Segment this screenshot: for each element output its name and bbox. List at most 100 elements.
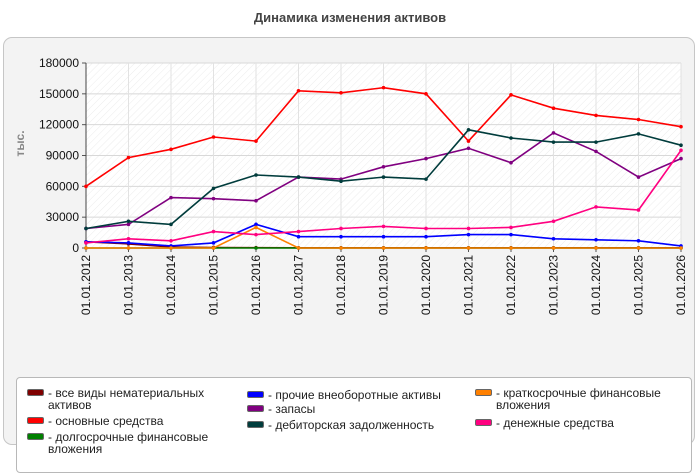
chart-panel: 0 30000 60000 90000 120000 150000 180000 01.01.… bbox=[3, 37, 695, 473]
data-point-1 bbox=[254, 139, 258, 143]
legend-swatch bbox=[27, 389, 44, 396]
data-point-6 bbox=[509, 246, 513, 250]
legend-label: - прочие внеоборотные активы bbox=[268, 388, 441, 402]
data-point-6 bbox=[636, 246, 641, 250]
data-point-6 bbox=[169, 246, 173, 250]
data-point-7 bbox=[509, 225, 513, 230]
data-point-1 bbox=[84, 184, 88, 189]
legend-label: - все виды нематериальных активов bbox=[48, 386, 205, 412]
data-point-5 bbox=[594, 140, 598, 144]
data-point-1 bbox=[211, 135, 216, 139]
x-tick-label: 01.01.2017 bbox=[292, 255, 306, 315]
legend-swatch bbox=[247, 421, 264, 428]
data-point-5 bbox=[211, 186, 216, 191]
data-point-3 bbox=[551, 236, 556, 241]
data-point-7 bbox=[254, 232, 258, 237]
data-point-1 bbox=[296, 88, 301, 93]
data-point-1 bbox=[636, 117, 641, 122]
data-point-7 bbox=[296, 229, 301, 234]
data-point-7 bbox=[381, 224, 386, 229]
data-point-4 bbox=[551, 131, 556, 135]
data-point-3 bbox=[296, 234, 301, 239]
data-point-3 bbox=[126, 241, 131, 245]
data-point-6 bbox=[126, 246, 131, 250]
x-tick-label: 01.01.2023 bbox=[547, 255, 561, 315]
chart-title: Динамика изменения активов bbox=[253, 10, 447, 25]
data-point-7 bbox=[169, 239, 173, 243]
data-point-5 bbox=[551, 140, 556, 144]
y-tick-label: 90000 bbox=[46, 149, 80, 163]
x-tick-label: 01.01.2025 bbox=[632, 255, 646, 315]
data-point-5 bbox=[381, 175, 386, 179]
data-point-6 bbox=[211, 246, 216, 250]
data-point-1 bbox=[551, 106, 556, 111]
data-point-4 bbox=[679, 156, 683, 161]
data-point-6 bbox=[339, 246, 343, 250]
data-point-6 bbox=[84, 246, 88, 250]
y-tick-label: 150000 bbox=[39, 87, 79, 101]
x-tick-label: 01.01.2024 bbox=[589, 255, 603, 315]
legend-swatch bbox=[27, 417, 44, 424]
legend-label: - денежные средства bbox=[496, 416, 614, 430]
data-point-2 bbox=[254, 246, 258, 250]
data-point-7 bbox=[636, 208, 641, 212]
data-point-5 bbox=[254, 173, 258, 177]
data-point-3 bbox=[509, 232, 513, 237]
data-point-4 bbox=[424, 156, 428, 161]
data-point-7 bbox=[126, 236, 131, 241]
data-point-3 bbox=[254, 222, 258, 227]
data-point-5 bbox=[509, 136, 513, 140]
data-point-4 bbox=[126, 222, 131, 227]
data-point-3 bbox=[636, 239, 641, 243]
data-point-1 bbox=[381, 85, 386, 90]
data-point-1 bbox=[594, 113, 598, 118]
data-point-6 bbox=[424, 246, 428, 250]
data-point-3 bbox=[211, 241, 216, 245]
data-point-5 bbox=[84, 226, 88, 231]
data-point-1 bbox=[126, 155, 131, 160]
data-point-6 bbox=[296, 246, 301, 250]
data-point-7 bbox=[466, 226, 471, 231]
data-point-6 bbox=[551, 246, 556, 250]
data-point-1 bbox=[169, 147, 173, 152]
data-point-7 bbox=[339, 226, 343, 231]
legend-label: - основные средства bbox=[48, 414, 164, 428]
data-point-6 bbox=[254, 225, 258, 230]
data-point-1 bbox=[679, 124, 683, 129]
data-point-7 bbox=[594, 205, 598, 209]
data-point-1 bbox=[466, 139, 471, 143]
data-point-7 bbox=[424, 226, 428, 231]
data-point-3 bbox=[466, 232, 471, 237]
data-point-3 bbox=[424, 234, 428, 239]
x-tick-label: 01.01.2020 bbox=[419, 255, 433, 315]
data-point-4 bbox=[254, 198, 258, 203]
data-point-5 bbox=[636, 132, 641, 136]
data-point-1 bbox=[339, 91, 343, 95]
legend-label: - долгосрочные финансовые вложения bbox=[48, 430, 209, 456]
x-tick-label: 01.01.2012 bbox=[79, 255, 93, 315]
x-tick-label: 01.01.2026 bbox=[674, 255, 688, 315]
legend: - все виды нематериальных активов - осно… bbox=[16, 377, 692, 473]
x-tick-label: 01.01.2018 bbox=[334, 255, 348, 315]
data-point-4 bbox=[466, 146, 471, 151]
data-point-5 bbox=[126, 219, 131, 224]
x-tick-label: 01.01.2016 bbox=[249, 255, 263, 315]
data-point-4 bbox=[381, 165, 386, 169]
y-tick-label: 180000 bbox=[39, 56, 79, 70]
y-tick-label: 30000 bbox=[46, 210, 80, 224]
x-tick-label: 01.01.2014 bbox=[164, 255, 178, 315]
x-tick-label: 01.01.2022 bbox=[504, 255, 518, 315]
data-point-7 bbox=[551, 219, 556, 224]
y-tick-label: 0 bbox=[72, 241, 79, 255]
data-point-1 bbox=[424, 92, 428, 96]
data-point-7 bbox=[84, 241, 88, 245]
x-tick-label: 01.01.2013 bbox=[122, 255, 136, 315]
data-point-7 bbox=[679, 148, 683, 153]
y-tick-label: 60000 bbox=[46, 179, 80, 193]
legend-label: - краткосрочные финансовые вложения bbox=[496, 386, 661, 412]
data-point-4 bbox=[636, 175, 641, 179]
data-point-4 bbox=[169, 195, 173, 200]
legend-swatch bbox=[27, 433, 44, 440]
data-point-6 bbox=[381, 246, 386, 250]
y-axis-label: тыс. bbox=[13, 130, 27, 156]
